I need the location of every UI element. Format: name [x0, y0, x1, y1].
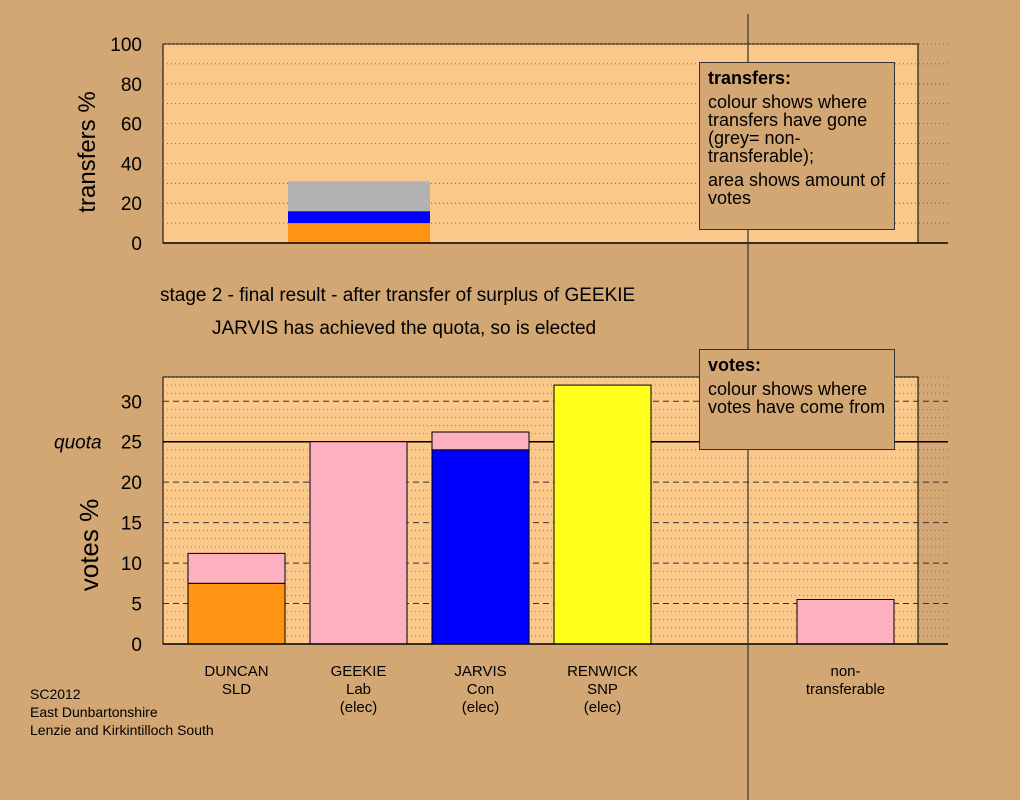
- vote-bar-segment: [187, 582, 286, 645]
- category-label: SNP: [587, 681, 618, 698]
- category-label: RENWICK: [567, 663, 638, 680]
- votes-y-tick-label: 30: [121, 392, 142, 413]
- votes-y-tick-label: 0: [131, 635, 142, 656]
- stage-caption: stage 2 - final result - after transfer …: [160, 285, 636, 306]
- votes-y-tick-label: 5: [131, 595, 142, 616]
- quota-label: quota: [54, 433, 102, 454]
- vote-bar-segment: [796, 599, 895, 645]
- transfers-legend-title: transfers:: [708, 68, 792, 88]
- transfers-y-tick-label: 0: [131, 234, 142, 255]
- category-label: JARVIS: [454, 663, 506, 680]
- votes-y-tick-label: 10: [121, 554, 142, 575]
- transfers-y-tick-label: 80: [121, 75, 142, 96]
- votes-y-axis-label: votes %: [74, 499, 104, 592]
- transfers-y-tick-label: 40: [121, 154, 142, 175]
- status-caption: JARVIS has achieved the quota, so is ele…: [212, 318, 597, 339]
- category-label: (elec): [340, 699, 378, 716]
- votes-legend-line1: colour shows where votes have come from: [708, 379, 886, 417]
- votes-y-tick-label: 25: [121, 433, 142, 454]
- transfers-legend: transfers: colour shows where transfers …: [699, 62, 895, 230]
- category-label: (elec): [462, 699, 500, 716]
- category-label: GEEKIE: [331, 663, 387, 680]
- votes-legend-title: votes:: [708, 355, 762, 375]
- transfers-y-axis-label: transfers %: [74, 91, 101, 212]
- vote-bar-segment: [431, 431, 530, 451]
- category-label: non-: [830, 663, 860, 680]
- category-label: Lab: [346, 681, 371, 698]
- transfers-legend-line1: colour shows where transfers have gone (…: [708, 92, 868, 166]
- transfers-y-tick-label: 20: [121, 194, 142, 215]
- category-label: SLD: [222, 681, 251, 698]
- transfer-bar-segment: [288, 223, 430, 243]
- transfer-bar-segment: [288, 181, 430, 212]
- vote-bar-segment: [553, 384, 652, 645]
- vote-bar-segment: [431, 449, 530, 645]
- footer: SC2012 East Dunbartonshire Lenzie and Ki…: [30, 685, 214, 739]
- category-label: (elec): [584, 699, 622, 716]
- votes-y-tick-label: 20: [121, 473, 142, 494]
- votes-legend: votes: colour shows where votes have com…: [699, 349, 895, 450]
- category-label: transferable: [806, 681, 885, 698]
- transfer-bar-segment: [288, 211, 430, 224]
- footer-line1: SC2012: [30, 686, 81, 702]
- vote-bar-segment: [187, 552, 286, 584]
- transfers-legend-line2: area shows amount of votes: [708, 170, 886, 208]
- transfers-y-tick-label: 60: [121, 115, 142, 136]
- category-label: Con: [467, 681, 495, 698]
- vote-bar-segment: [309, 441, 408, 645]
- votes-y-tick-label: 15: [121, 514, 142, 535]
- footer-line2: East Dunbartonshire: [30, 704, 158, 720]
- footer-line3: Lenzie and Kirkintilloch South: [30, 722, 214, 738]
- transfers-y-tick-label: 100: [110, 35, 142, 56]
- category-label: DUNCAN: [204, 663, 268, 680]
